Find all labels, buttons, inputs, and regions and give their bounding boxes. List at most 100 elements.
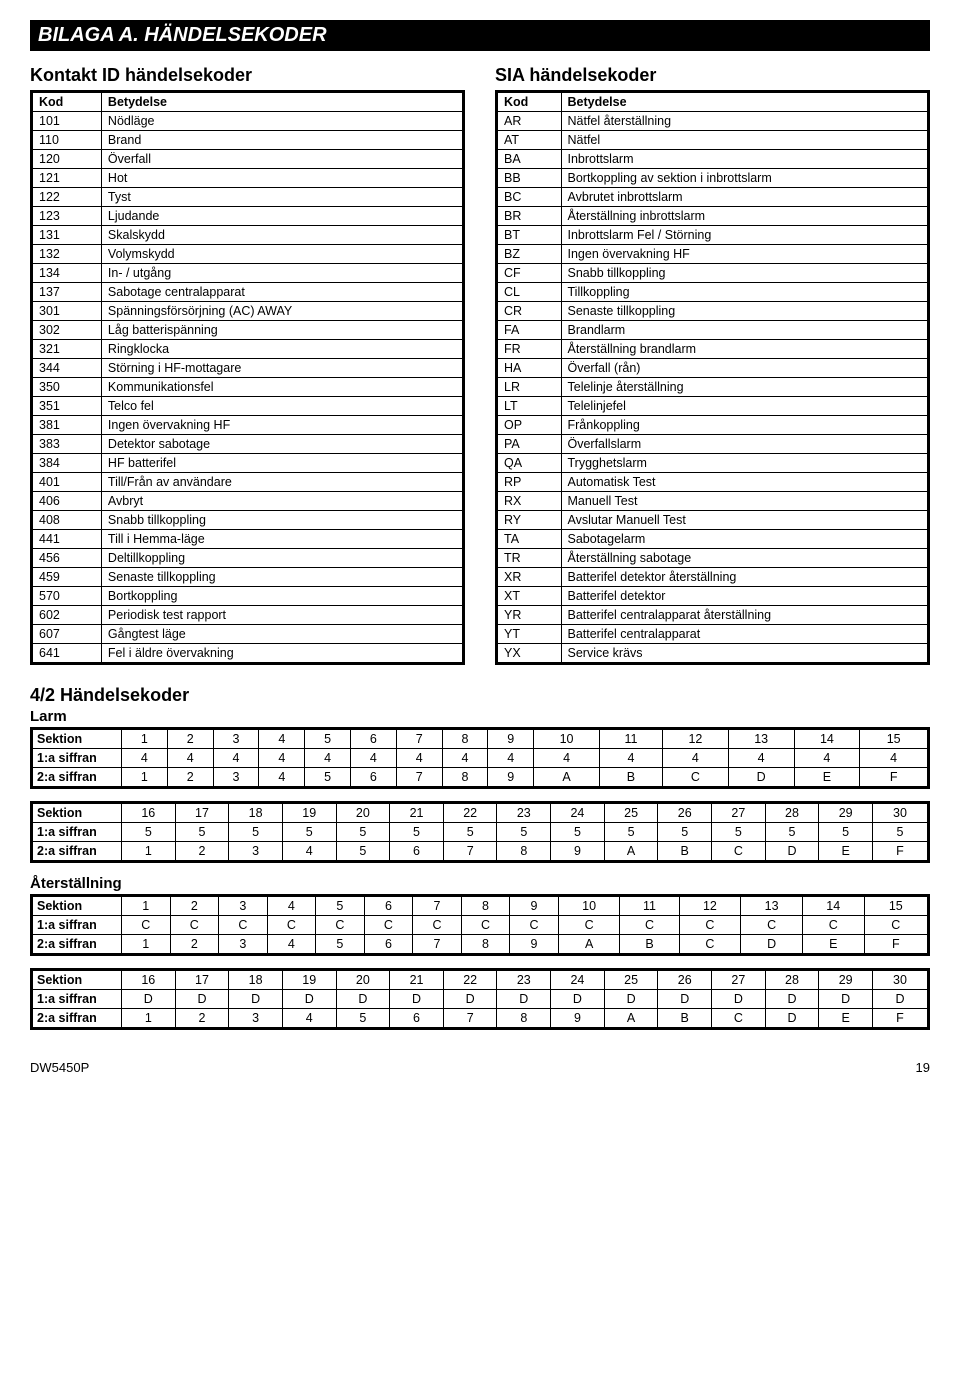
cell: 350 [32,378,102,397]
cell: Återställning brandlarm [561,340,929,359]
row-label: Sektion [32,803,122,823]
grid-aters1: Sektion1234567891011121314151:a siffranC… [30,894,930,956]
cell: C [510,916,559,935]
table-row: 137Sabotage centralapparat [32,283,464,302]
row-label: 2:a siffran [32,768,122,788]
cell: YX [497,644,562,664]
cell: Skalskydd [101,226,463,245]
cell: HA [497,359,562,378]
cell: 5 [443,823,497,842]
cell: 9 [510,896,559,916]
cell: 14 [794,729,860,749]
cell: C [461,916,510,935]
cell: 19 [282,970,336,990]
cell: Ingen övervakning HF [561,245,929,264]
cell: 8 [442,768,488,788]
cell: C [122,916,171,935]
cell: 2 [175,842,229,862]
cell: 5 [316,896,365,916]
cell: Ringklocka [101,340,463,359]
cell: 4 [305,749,351,768]
cell: 301 [32,302,102,321]
left-h1: Betydelse [101,92,463,112]
cell: E [819,842,873,862]
cell: E [794,768,860,788]
cell: 123 [32,207,102,226]
cell: B [658,842,712,862]
cell: 11 [620,896,679,916]
cell: D [658,990,712,1009]
cell: Avbryt [101,492,463,511]
cell: B [599,768,662,788]
cell: 3 [229,1009,283,1029]
cell: 18 [229,803,283,823]
cell: Deltillkoppling [101,549,463,568]
cell: 5 [497,823,551,842]
cell: Bortkoppling [101,587,463,606]
cell: BT [497,226,562,245]
cell: 406 [32,492,102,511]
cell: 15 [864,896,928,916]
cell: Överfall [101,150,463,169]
cell: 20 [336,803,390,823]
cell: Tyst [101,188,463,207]
cell: 607 [32,625,102,644]
cell: 5 [872,823,928,842]
cell: C [864,916,928,935]
cell: 641 [32,644,102,664]
cell: 15 [860,729,929,749]
cell: 22 [443,803,497,823]
cell: 6 [390,842,444,862]
cell: 26 [658,803,712,823]
cell: 7 [413,935,462,955]
cell: AR [497,112,562,131]
cell: 2 [170,935,219,955]
table-row: RYAvslutar Manuell Test [497,511,929,530]
cell: Inbrottslarm Fel / Störning [561,226,929,245]
cell: AT [497,131,562,150]
cell: 5 [819,823,873,842]
grid-row: 1:a siffran444444444444444 [32,749,929,768]
code-columns: Kontakt ID händelsekoder Kod Betydelse 1… [30,65,930,665]
cell: 16 [122,970,176,990]
table-row: PAÖverfallslarm [497,435,929,454]
cell: D [122,990,176,1009]
table-row: 321Ringklocka [32,340,464,359]
cell: In- / utgång [101,264,463,283]
cell: 6 [350,768,396,788]
cell: 7 [396,729,442,749]
grid-row: 2:a siffran123456789ABCDEF [32,1009,929,1029]
cell: 5 [390,823,444,842]
cell: 21 [390,803,444,823]
cell: FA [497,321,562,340]
table-row: 351Telco fel [32,397,464,416]
cell: Frånkoppling [561,416,929,435]
cell: 23 [497,803,551,823]
cell: 602 [32,606,102,625]
table-row: BBBortkoppling av sektion i inbrottslarm [497,169,929,188]
cell: 121 [32,169,102,188]
cell: 5 [604,823,658,842]
grid-row: 1:a siffranCCCCCCCCCCCCCCC [32,916,929,935]
cell: Nätfel återställning [561,112,929,131]
cell: YT [497,625,562,644]
cell: Överfall (rån) [561,359,929,378]
right-column: SIA händelsekoder Kod Betydelse ARNätfel… [495,65,930,665]
table-row: QATrygghetslarm [497,454,929,473]
cell: LR [497,378,562,397]
cell: 16 [122,803,176,823]
table-row: 101Nödläge [32,112,464,131]
cell: 2 [167,729,213,749]
cell: 12 [663,729,729,749]
cell: 5 [305,729,351,749]
right-table: Kod Betydelse ARNätfel återställningATNä… [495,90,930,665]
cell: Periodisk test rapport [101,606,463,625]
cell: C [679,935,741,955]
cell: 408 [32,511,102,530]
cell: HF batterifel [101,454,463,473]
table-row: BZIngen övervakning HF [497,245,929,264]
cell: Batterifel centralapparat återställning [561,606,929,625]
aters-label: Återställning [30,875,930,892]
cell: 8 [461,896,510,916]
cell: D [765,842,819,862]
